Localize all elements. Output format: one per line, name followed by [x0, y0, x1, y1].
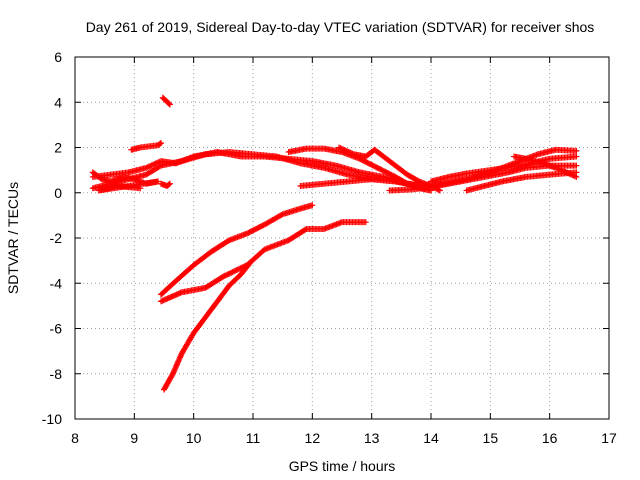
- data-point: [165, 181, 172, 188]
- x-axis-label: GPS time / hours: [289, 458, 396, 474]
- data-point: [572, 173, 579, 180]
- data-point: [233, 267, 240, 274]
- x-tick-label: 10: [186, 430, 202, 446]
- y-tick-label: -2: [50, 230, 63, 246]
- data-point: [558, 167, 565, 174]
- data-point: [342, 147, 349, 154]
- data-point: [341, 146, 348, 153]
- data-point: [338, 145, 345, 152]
- x-tick-label: 9: [130, 430, 138, 446]
- x-tick-label: 14: [423, 430, 439, 446]
- data-point: [569, 172, 576, 179]
- data-point: [337, 145, 344, 152]
- data-point: [229, 269, 236, 276]
- data-point: [348, 150, 355, 157]
- track-descending-main: [158, 202, 316, 298]
- data-point: [230, 268, 237, 275]
- track-crossing-14-top: [428, 153, 580, 185]
- x-tick-label: 16: [542, 430, 558, 446]
- data-point: [144, 164, 151, 171]
- data-point: [346, 149, 353, 156]
- data-points-layer: [89, 94, 580, 393]
- y-tick-label: -4: [50, 275, 63, 291]
- x-tick-label: 13: [364, 430, 380, 446]
- data-point: [225, 270, 232, 277]
- track-arc-12.5-14: [336, 144, 443, 194]
- data-point: [224, 271, 231, 278]
- data-point: [573, 147, 580, 154]
- grid-layer: [75, 57, 609, 419]
- data-point: [563, 169, 570, 176]
- y-tick-label: 6: [54, 49, 62, 65]
- chart-title: Day 261 of 2019, Sidereal Day-to-day VTE…: [86, 19, 595, 35]
- data-point: [166, 101, 173, 108]
- data-point: [221, 272, 228, 279]
- y-tick-label: 0: [54, 185, 62, 201]
- data-point: [309, 202, 316, 209]
- y-axis-label: SDTVAR / TECUs: [5, 182, 21, 294]
- data-point: [166, 180, 173, 187]
- x-tick-label: 11: [246, 430, 261, 446]
- data-point: [152, 160, 159, 167]
- data-point: [234, 266, 241, 273]
- data-point: [349, 150, 356, 157]
- data-point: [573, 162, 580, 169]
- track-steep-rise: [161, 259, 254, 393]
- x-tick-label: 8: [71, 430, 79, 446]
- data-point: [566, 170, 573, 177]
- data-point: [143, 164, 150, 171]
- data-point: [246, 261, 253, 268]
- y-tick-label: 2: [54, 140, 62, 156]
- track-isolated-high: [159, 94, 173, 108]
- data-point: [158, 139, 165, 146]
- y-tick-label: -8: [50, 366, 63, 382]
- data-point: [565, 170, 572, 177]
- x-tick-label: 15: [483, 430, 499, 446]
- data-point: [148, 162, 155, 169]
- data-point: [137, 185, 144, 192]
- data-point: [166, 100, 173, 107]
- y-tick-label: -6: [50, 321, 63, 337]
- x-tick-label: 17: [601, 430, 617, 446]
- data-point: [222, 272, 229, 279]
- y-tick-label: 4: [54, 94, 62, 110]
- data-point: [570, 172, 577, 179]
- track-cluster-start: [89, 169, 162, 194]
- data-point: [151, 161, 158, 168]
- data-point: [562, 168, 569, 175]
- track-short-segment-9.5: [158, 180, 173, 189]
- data-point: [145, 163, 152, 170]
- data-point: [147, 163, 154, 170]
- data-point: [362, 219, 369, 226]
- data-point: [302, 226, 309, 233]
- data-point: [220, 273, 227, 280]
- data-point: [344, 148, 351, 155]
- data-point: [247, 259, 254, 266]
- data-point: [573, 153, 580, 160]
- data-point: [436, 187, 443, 194]
- data-point: [567, 171, 574, 178]
- track-short-segment-9: [128, 139, 165, 153]
- x-tick-label: 12: [305, 430, 321, 446]
- data-point: [236, 265, 243, 272]
- data-point: [336, 144, 343, 151]
- data-point: [340, 146, 347, 153]
- data-point: [561, 168, 568, 175]
- track-descending-second: [158, 219, 369, 305]
- data-point: [559, 167, 566, 174]
- data-point: [149, 161, 156, 168]
- data-point: [228, 269, 235, 276]
- data-point: [573, 173, 580, 180]
- data-point: [232, 267, 239, 274]
- data-point: [226, 270, 233, 277]
- y-tick-label: -10: [42, 411, 62, 427]
- data-point: [156, 163, 163, 170]
- data-point: [237, 265, 244, 272]
- data-point: [278, 211, 285, 218]
- data-point: [345, 148, 352, 155]
- plot-frame: [74, 56, 610, 420]
- data-point: [157, 140, 164, 147]
- tick-layer: 8 9 10 11 12 13 14 15 16 17 -10 -8 -6 -4 -2 0 2 4 6: [42, 49, 617, 446]
